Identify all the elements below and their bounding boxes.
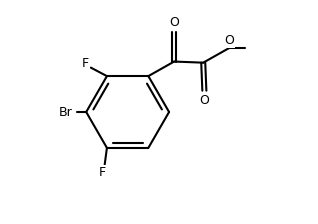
Text: Br: Br <box>59 106 73 118</box>
Text: F: F <box>82 57 89 70</box>
Text: F: F <box>99 166 106 179</box>
Text: O: O <box>169 16 179 29</box>
Text: O: O <box>224 34 234 47</box>
Text: O: O <box>199 94 209 107</box>
